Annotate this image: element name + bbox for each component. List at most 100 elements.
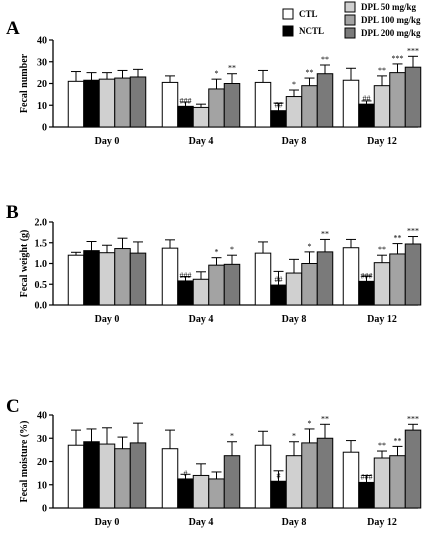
bar	[83, 79, 100, 128]
y-tick-label: 20	[37, 457, 47, 468]
bar	[177, 478, 194, 509]
bar	[192, 106, 210, 128]
bar	[114, 248, 131, 306]
bar	[316, 73, 334, 128]
category-label: Day 0	[95, 314, 120, 325]
y-axis-label: Fecal weight (g)	[19, 230, 30, 298]
bar	[208, 478, 225, 509]
significance-label: ###	[180, 271, 192, 280]
bar	[223, 455, 241, 509]
bar	[389, 253, 406, 306]
legend-swatch-dpl200	[344, 27, 356, 39]
significance-label: #	[184, 469, 188, 478]
significance-label: **	[378, 66, 386, 75]
significance-label: ***	[392, 54, 404, 63]
significance-label: **	[321, 414, 329, 423]
panel-letter: B	[6, 202, 19, 223]
bar	[389, 455, 406, 509]
bar	[161, 448, 179, 509]
significance-label: *	[308, 419, 312, 428]
category-label: Day 8	[282, 517, 307, 528]
y-axis-label: Fecal number	[19, 53, 30, 113]
bar	[192, 474, 210, 509]
significance-label: **	[378, 441, 386, 450]
bar	[373, 85, 391, 128]
bar	[285, 96, 303, 128]
bar	[208, 88, 225, 128]
significance-label: #	[277, 471, 281, 480]
bar	[98, 443, 116, 509]
significance-label: *	[215, 69, 219, 78]
significance-label: *	[230, 245, 234, 254]
category-label: Day 0	[95, 136, 120, 147]
y-tick-label: 40	[37, 36, 47, 47]
category-label: Day 8	[282, 314, 307, 325]
bar	[177, 280, 194, 306]
bar	[404, 429, 422, 509]
bar	[316, 437, 334, 509]
bar	[223, 263, 241, 306]
legend-swatch-ctl	[282, 8, 294, 20]
bar	[129, 252, 147, 306]
y-tick-label: 0	[42, 504, 47, 515]
category-label: Day 12	[367, 136, 397, 147]
bar	[67, 444, 85, 509]
bar	[342, 247, 360, 306]
significance-label: **	[378, 245, 386, 254]
significance-label: ##	[363, 94, 371, 103]
bar	[342, 451, 360, 509]
legend-swatch-dpl100	[344, 14, 356, 26]
y-tick-label: 1.0	[35, 259, 48, 270]
bar	[67, 254, 85, 306]
bar	[389, 72, 406, 128]
category-label: Day 4	[189, 314, 214, 325]
significance-label: *	[292, 80, 296, 89]
y-tick-label: 0.0	[35, 301, 48, 312]
category-label: Day 0	[95, 517, 120, 528]
bar	[270, 480, 287, 509]
y-tick-label: 1.5	[35, 238, 48, 249]
significance-label: ##	[275, 101, 283, 110]
significance-label: **	[228, 64, 236, 73]
bar	[358, 103, 375, 128]
significance-label: **	[394, 234, 402, 243]
significance-label: **	[321, 55, 329, 64]
legend-label-dpl50: DPL 50 mg/kg	[361, 2, 417, 12]
legend-swatch-nctl	[282, 25, 294, 37]
bar	[358, 280, 375, 306]
bar	[98, 78, 116, 128]
y-tick-label: 2.0	[35, 218, 48, 229]
significance-label: ***	[407, 414, 419, 423]
y-tick-label: 30	[37, 57, 47, 68]
significance-label: *	[215, 248, 219, 257]
y-tick-label: 10	[37, 101, 47, 112]
bar	[316, 251, 334, 306]
bar	[373, 457, 391, 509]
significance-label: ##	[275, 275, 283, 284]
y-tick-label: 0.5	[35, 280, 48, 291]
bar	[254, 252, 272, 306]
bar	[177, 105, 194, 128]
legend-label-ctl: CTL	[299, 9, 318, 19]
bar	[98, 252, 116, 306]
bar	[223, 83, 241, 128]
significance-label: *	[230, 432, 234, 441]
y-tick-label: 30	[37, 434, 47, 445]
bar	[67, 80, 85, 128]
panel-letter: A	[6, 18, 20, 39]
bar	[114, 448, 131, 509]
bar	[129, 442, 147, 509]
bar	[254, 81, 272, 128]
bar	[358, 481, 375, 509]
bar	[83, 441, 100, 509]
bar	[114, 77, 131, 128]
legend-label-nctl: NCTL	[299, 26, 324, 36]
legend-label-dpl200: DPL 200 mg/kg	[361, 28, 421, 38]
bar	[285, 455, 303, 509]
bar	[301, 263, 318, 306]
bar	[192, 278, 210, 306]
